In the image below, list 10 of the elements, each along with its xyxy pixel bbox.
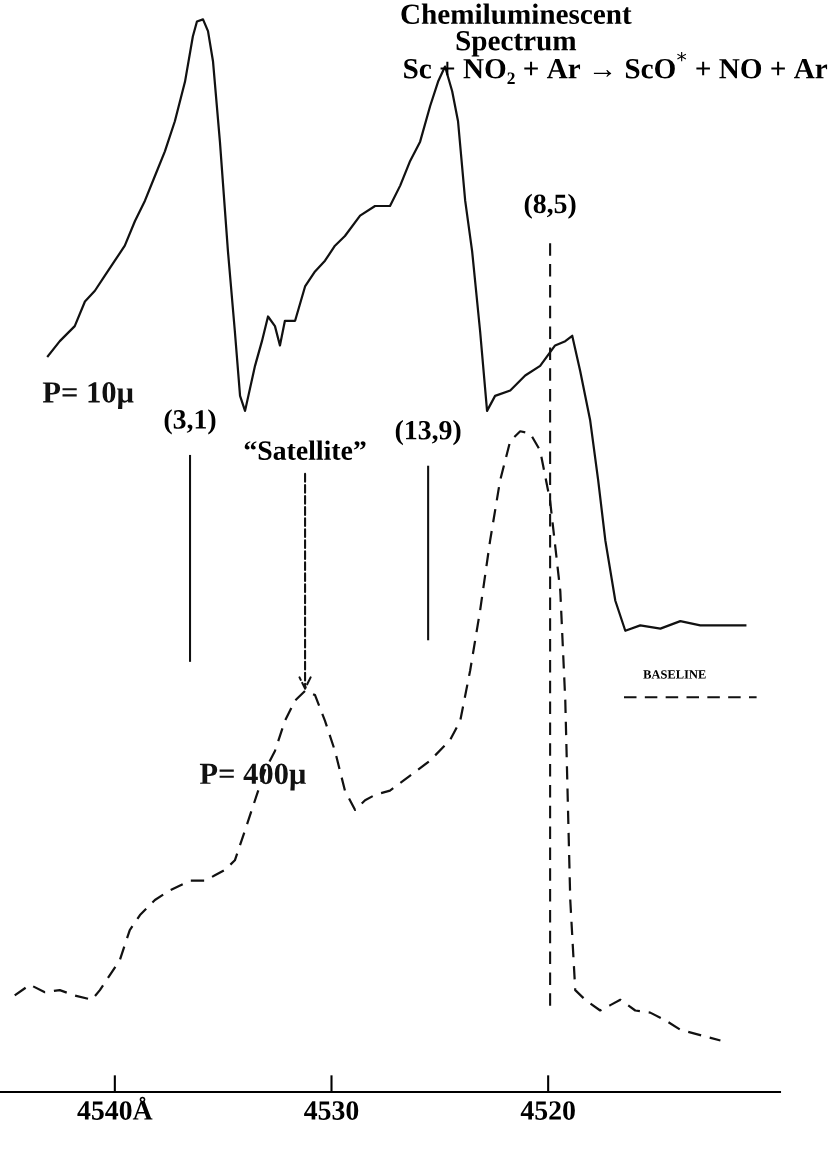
annotation: (3,1) bbox=[164, 409, 216, 435]
series-label: P= 10μ bbox=[42, 382, 134, 409]
series-label: P= 400μ bbox=[199, 763, 306, 791]
annotation: (13,9) bbox=[395, 420, 461, 446]
x-tick-label: 4540Å bbox=[77, 1096, 153, 1120]
x-tick-label: 4520 bbox=[520, 1101, 575, 1120]
x-tick-label: 4530 bbox=[304, 1101, 359, 1120]
ref-line-label: BASELINE bbox=[643, 670, 706, 679]
annotation: (8,5) bbox=[524, 193, 576, 219]
annotation: “Satellite” bbox=[244, 440, 366, 460]
